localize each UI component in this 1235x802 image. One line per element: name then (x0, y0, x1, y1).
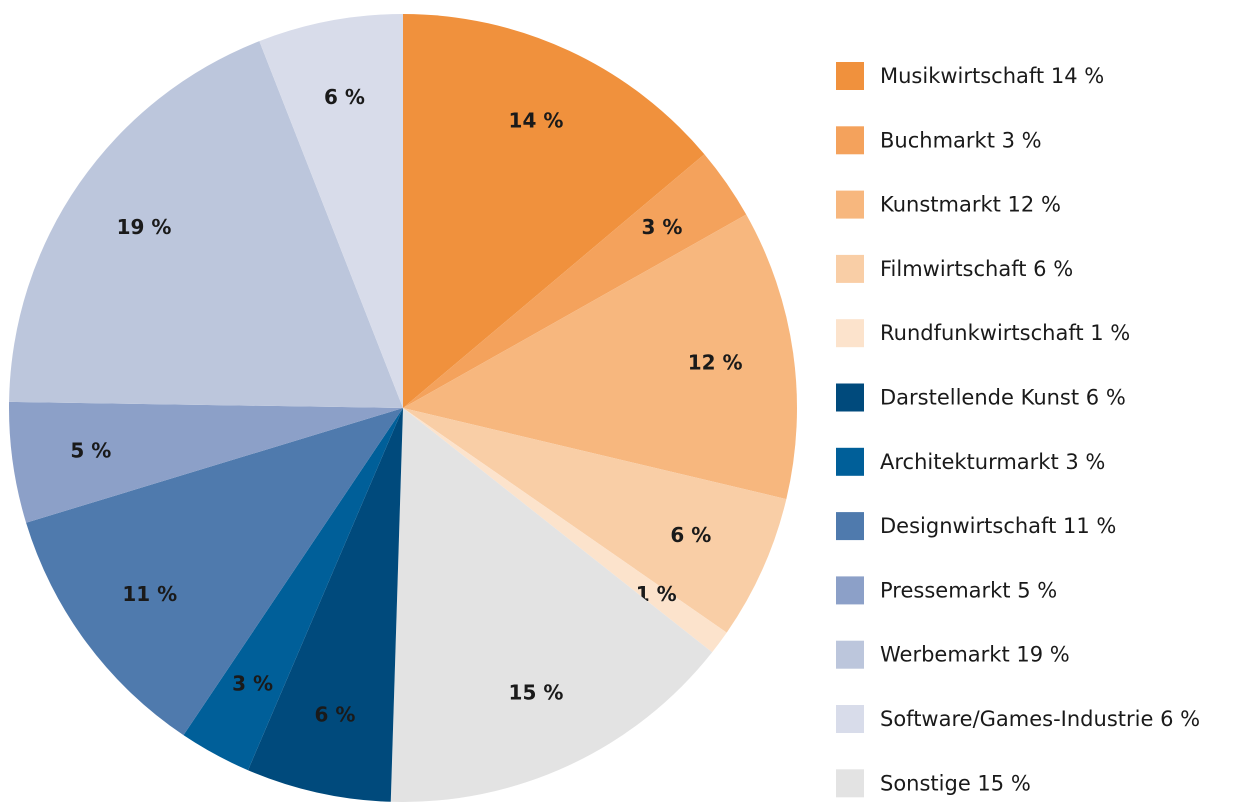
legend-label: Filmwirtschaft 6 % (880, 257, 1073, 281)
pie-slice (9, 401, 404, 523)
pie-slice (9, 41, 404, 408)
pie-slice (247, 408, 403, 802)
data-label: 3 % (232, 671, 273, 695)
legend-label: Darstellende Kunst 6 % (880, 386, 1126, 410)
legend-label: Designwirtschaft 11 % (880, 514, 1116, 538)
legend-swatch (836, 190, 864, 219)
legend-swatch (836, 126, 864, 155)
data-label: 5 % (70, 438, 111, 462)
legend-swatch (836, 576, 864, 605)
pie-slice (390, 408, 713, 802)
data-label: 19 % (117, 215, 172, 239)
legend-label: Software/Games-Industrie 6 % (880, 707, 1200, 731)
legend-swatch (836, 640, 864, 669)
legend-swatch (836, 319, 864, 348)
pie-slice (403, 408, 727, 653)
pie-slice (259, 14, 403, 408)
legend-label: Werbemarkt 19 % (880, 643, 1070, 667)
data-label: 6 % (314, 702, 355, 726)
legend-swatch (836, 512, 864, 541)
legend-label: Sonstige 15 % (880, 771, 1031, 795)
legend-swatch (836, 383, 864, 412)
legend-label: Rundfunkwirtschaft 1 % (880, 321, 1130, 345)
legend-swatch (836, 705, 864, 733)
legend-label: Pressemarkt 5 % (880, 578, 1057, 602)
legend-swatch (836, 447, 864, 476)
legend-label: Architekturmarkt 3 % (880, 450, 1105, 474)
legend-swatch (836, 62, 864, 90)
pie-slice (403, 408, 787, 633)
pie-slice (183, 408, 403, 771)
pie-slice (26, 408, 404, 736)
data-label: 3 % (642, 215, 683, 239)
pie-slice (403, 154, 747, 408)
legend-label: Musikwirtschaft 14 % (880, 64, 1104, 88)
data-label: 11 % (122, 582, 177, 606)
pie-slice (403, 214, 797, 500)
data-label: 15 % (509, 680, 564, 704)
legend-label: Kunstmarkt 12 % (880, 193, 1061, 217)
legend-swatch (836, 254, 864, 283)
data-label: 6 % (670, 523, 711, 547)
legend-swatch (836, 769, 864, 798)
pie-slice (403, 14, 705, 408)
data-label: 14 % (509, 109, 564, 133)
data-label: 12 % (688, 351, 743, 375)
legend-label: Buchmarkt 3 % (880, 128, 1042, 152)
data-label: 6 % (324, 85, 365, 109)
